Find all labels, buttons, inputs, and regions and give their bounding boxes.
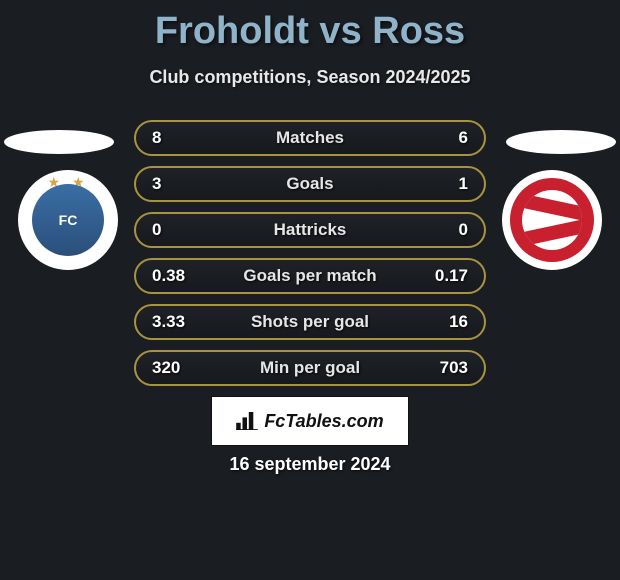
player-ellipse-right	[506, 130, 616, 154]
crest-right-inner	[510, 178, 594, 262]
stat-row-goals-per-match: 0.38 Goals per match 0.17	[134, 258, 486, 294]
stat-row-hattricks: 0 Hattricks 0	[134, 212, 486, 248]
crest-right-bands	[522, 190, 582, 250]
date-text: 16 september 2024	[0, 454, 620, 475]
subtitle: Club competitions, Season 2024/2025	[0, 67, 620, 88]
stat-label: Matches	[136, 128, 484, 148]
stats-block: 8 Matches 6 3 Goals 1 0 Hattricks 0 0.38…	[134, 120, 486, 396]
stat-label: Hattricks	[136, 220, 484, 240]
stat-label: Goals	[136, 174, 484, 194]
attribution-badge[interactable]: FcTables.com	[211, 396, 409, 446]
crest-left-inner	[32, 184, 104, 256]
stat-label: Goals per match	[136, 266, 484, 286]
team-crest-left: ★ ★	[18, 170, 118, 270]
stat-label: Shots per goal	[136, 312, 484, 332]
stat-row-goals: 3 Goals 1	[134, 166, 486, 202]
attribution-text: FcTables.com	[264, 411, 383, 432]
stat-row-matches: 8 Matches 6	[134, 120, 486, 156]
team-crest-right	[502, 170, 602, 270]
stat-label: Min per goal	[136, 358, 484, 378]
player-ellipse-left	[4, 130, 114, 154]
page-title: Froholdt vs Ross	[0, 0, 620, 53]
bar-chart-icon	[236, 412, 258, 430]
stat-row-shots-per-goal: 3.33 Shots per goal 16	[134, 304, 486, 340]
stat-row-min-per-goal: 320 Min per goal 703	[134, 350, 486, 386]
